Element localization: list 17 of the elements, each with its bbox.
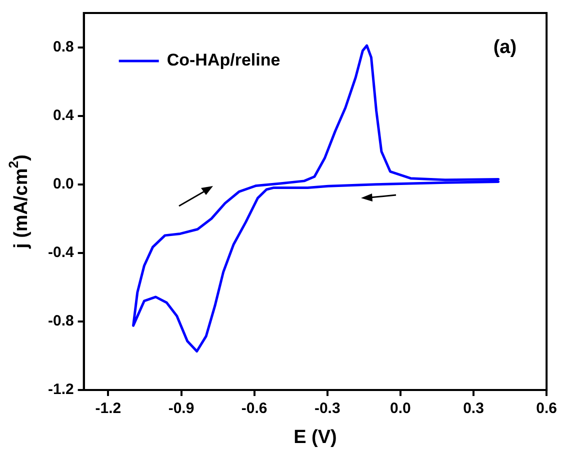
y-tick-label: 0.8 bbox=[52, 38, 74, 56]
y-tick-label: 0.4 bbox=[52, 106, 74, 124]
y-tick-label: -0.4 bbox=[48, 244, 74, 262]
y-tick-label: -1.2 bbox=[48, 381, 74, 398]
x-tick-label: 0.6 bbox=[536, 400, 558, 418]
x-axis-title: E (V) bbox=[294, 427, 337, 448]
x-tick-label: 0.0 bbox=[390, 400, 411, 418]
x-tick-label: -0.6 bbox=[241, 400, 268, 418]
y-axis-title: j (mA/cm2) bbox=[6, 154, 32, 250]
y-tick-label: -0.8 bbox=[48, 312, 74, 330]
x-tick-label: -0.9 bbox=[168, 400, 194, 418]
annotation: (a) bbox=[493, 37, 517, 58]
x-tick-label: -0.3 bbox=[314, 400, 340, 418]
legend-label: Co-HAp/reline bbox=[166, 50, 280, 70]
y-tick-label: 0.0 bbox=[52, 176, 74, 193]
x-tick-label: 0.3 bbox=[463, 400, 484, 418]
x-tick-label: -1.2 bbox=[95, 400, 122, 418]
